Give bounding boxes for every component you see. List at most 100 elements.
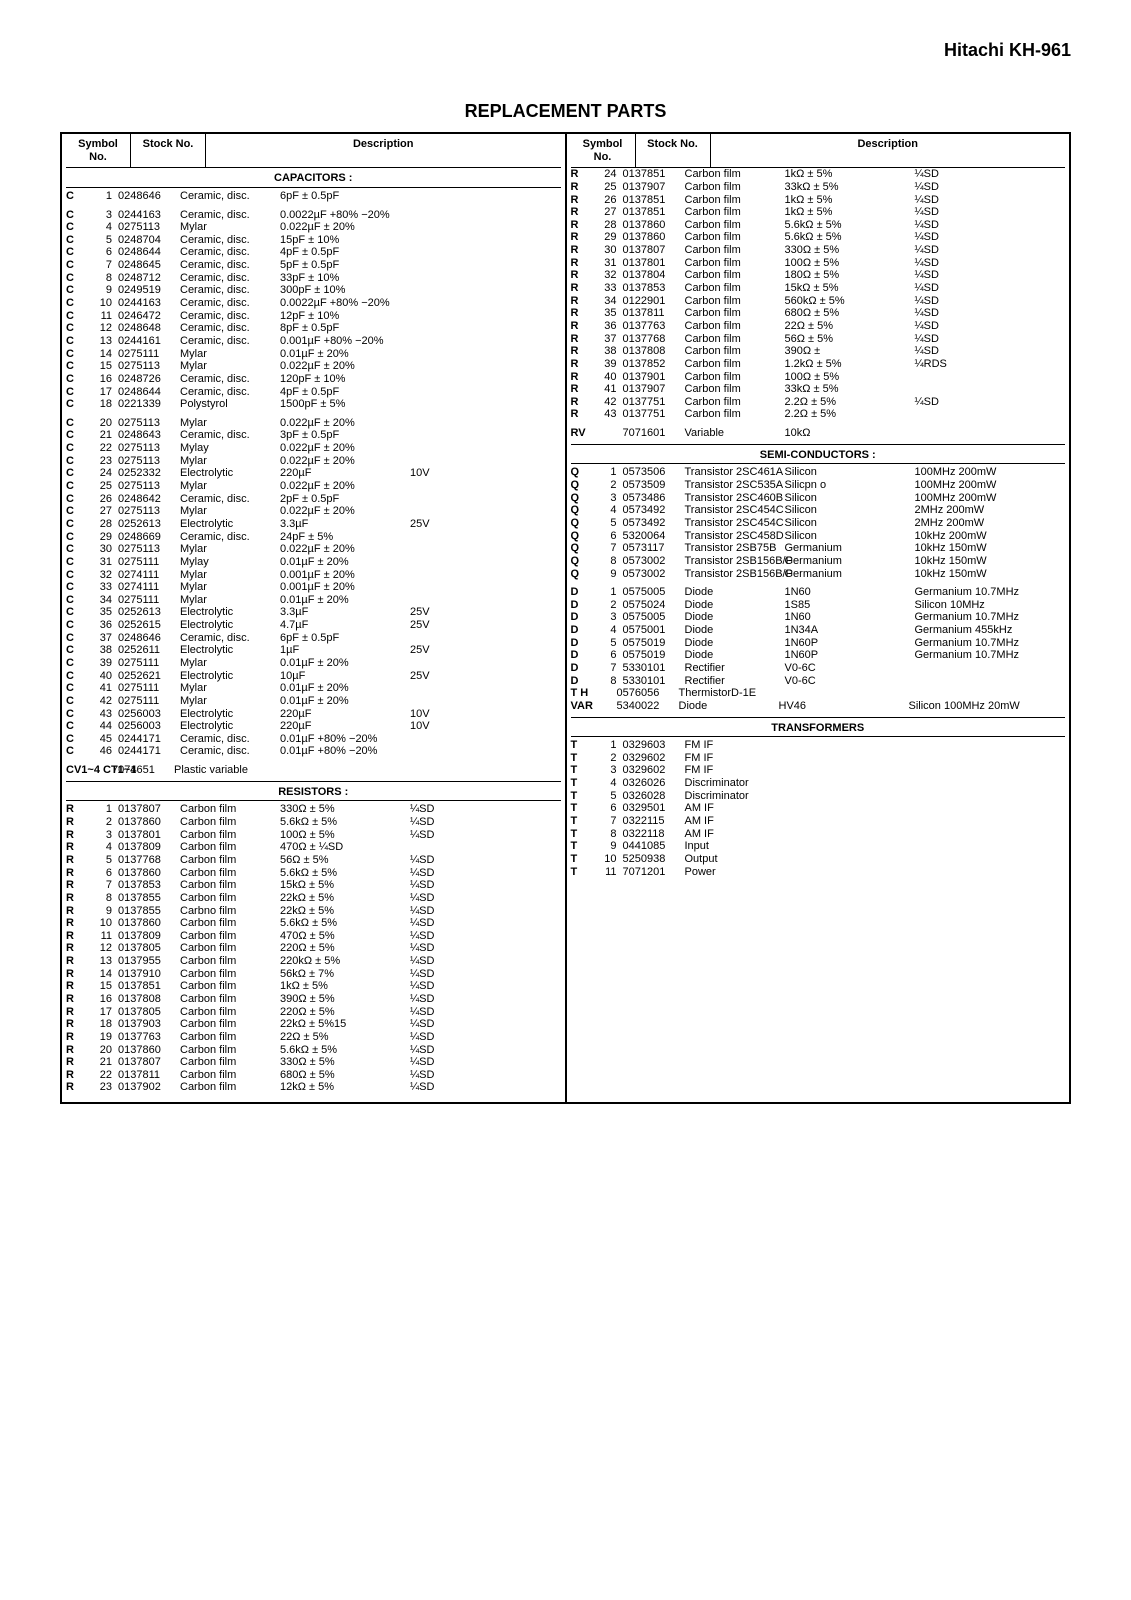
cell-stock: 0275113 (118, 360, 180, 373)
table-row: RV7071601Variable10kΩ (571, 427, 1066, 440)
table-row: T60329501AM IF (571, 802, 1066, 815)
cell-stock: 0137801 (118, 829, 180, 842)
cell-type: Carbon film (685, 383, 785, 396)
cell-extra: ¼SD (915, 396, 1066, 409)
cell-value: 15kΩ ± 5% (280, 879, 410, 892)
cell-extra: 25V (410, 619, 561, 632)
cell-number: 16 (82, 373, 118, 386)
cell-extra (410, 569, 561, 582)
cell-stock: 0137811 (623, 307, 685, 320)
cell-value: 0.022µF ± 20% (280, 360, 410, 373)
cell-type: Mylar (180, 505, 280, 518)
table-row: C350252613Electrolytic3.3µF25V (66, 606, 561, 619)
table-row: R130137955Carbon film220kΩ ± 5%¼SD (66, 955, 561, 968)
cell-extra: ¼SD (410, 1031, 561, 1044)
cell-extra: ¼SD (410, 968, 561, 981)
cell-extra: 2MHz 200mW (915, 504, 1066, 517)
cell-number: 18 (82, 398, 118, 411)
cell-symbol: C (66, 360, 82, 373)
table-row: C340275111Mylar0.01µF ± 20% (66, 594, 561, 607)
cell-extra: ¼SD (915, 194, 1066, 207)
table-row: D60575019Diode1N60PGermanium 10.7MHz (571, 649, 1066, 662)
cell-stock: 5320064 (623, 530, 685, 543)
cell-number: 4 (587, 777, 623, 790)
cell-stock: 0275111 (118, 348, 180, 361)
cell-stock: 0244171 (118, 733, 180, 746)
cell-symbol: R (66, 1056, 82, 1069)
cell-value: 0.0022µF +80% −20% (280, 209, 410, 222)
cell-extra (915, 739, 1066, 752)
cell-symbol: C (66, 708, 82, 721)
cell-type: Ceramic, disc. (180, 246, 280, 259)
cell-extra (410, 531, 561, 544)
cell-type: FM IF (685, 764, 785, 777)
cell-number: 7 (587, 815, 623, 828)
cell-extra (410, 398, 561, 411)
cell-value: Silicpn o (785, 479, 915, 492)
cell-extra (915, 853, 1066, 866)
cell-type: Diode (685, 637, 785, 650)
cell-stock: 0275113 (118, 221, 180, 234)
cell-number (587, 427, 623, 440)
cell-extra: ¼SD (915, 168, 1066, 181)
cell-symbol: R (66, 993, 82, 1006)
cell-extra: Germanium 10.7MHz (915, 586, 1066, 599)
cell-type: Ceramic, disc. (180, 373, 280, 386)
cell-symbol: R (571, 320, 587, 333)
cell-number: 18 (82, 1018, 118, 1031)
cell-symbol: R (66, 980, 82, 993)
cell-number: 31 (82, 556, 118, 569)
cell-stock: 0122901 (623, 295, 685, 308)
cell-number: 36 (587, 320, 623, 333)
cell-extra: ¼SD (410, 892, 561, 905)
table-row: T90441085Input (571, 840, 1066, 853)
cell-stock: 0252613 (118, 518, 180, 531)
cell-stock: 0256003 (118, 708, 180, 721)
cell-value: 330Ω ± 5% (280, 1056, 410, 1069)
cell-stock: 0322115 (623, 815, 685, 828)
cell-number: 40 (587, 371, 623, 384)
cell-value: 10µF (280, 670, 410, 683)
cell-value: 0.01µF +80% −20% (280, 745, 410, 758)
table-row: D20575024Diode1S85Silicon 10MHz (571, 599, 1066, 612)
section-capacitors: CAPACITORS : (66, 168, 561, 188)
table-row: C170248644Ceramic, disc.4pF ± 0.5pF (66, 386, 561, 399)
table-row: R370137768Carbon film56Ω ± 5%¼SD (571, 333, 1066, 346)
cell-value: Germanium (785, 542, 915, 555)
cell-type: FM IF (685, 752, 785, 765)
section-resistors: RESISTORS : (66, 781, 561, 802)
cell-type: Ceramic, disc. (180, 733, 280, 746)
cell-stock: 0137808 (118, 993, 180, 1006)
table-row: R410137907Carbon film33kΩ ± 5% (571, 383, 1066, 396)
table-row: R330137853Carbon film15kΩ ± 5%¼SD (571, 282, 1066, 295)
cell-symbol: C (66, 670, 82, 683)
cell-symbol: C (66, 284, 82, 297)
cell-value: 4pF ± 0.5pF (280, 386, 410, 399)
cell-value: 8pF ± 0.5pF (280, 322, 410, 335)
cell-value (274, 764, 404, 777)
table-row: R170137805Carbon film220Ω ± 5%¼SD (66, 1006, 561, 1019)
cell-type: Mylar (180, 682, 280, 695)
cell-number: 2 (82, 816, 118, 829)
table-row: T H0576056ThermistorD-1E (571, 687, 1066, 700)
cell-extra: 10V (410, 467, 561, 480)
cell-symbol: R (571, 396, 587, 409)
cell-number: 46 (82, 745, 118, 758)
cell-type: Carbon film (180, 955, 280, 968)
cell-symbol: R (571, 295, 587, 308)
cell-symbol: R (66, 1081, 82, 1094)
cell-type: Carbon film (685, 371, 785, 384)
cell-extra (915, 371, 1066, 384)
cell-value: HV46 (779, 700, 909, 713)
cell-symbol: Q (571, 568, 587, 581)
cell-value: 56kΩ ± 7% (280, 968, 410, 981)
cell-number: 6 (587, 530, 623, 543)
cell-stock: 0137855 (118, 905, 180, 918)
cell-type: Electrolytic (180, 644, 280, 657)
cell-value: 5pF ± 0.5pF (280, 259, 410, 272)
table-row: C100244163Ceramic, disc.0.0022µF +80% −2… (66, 297, 561, 310)
cell-value: 220Ω ± 5% (280, 1006, 410, 1019)
cell-value: 1N60P (785, 637, 915, 650)
cell-extra (410, 373, 561, 386)
cell-value: 220µF (280, 708, 410, 721)
